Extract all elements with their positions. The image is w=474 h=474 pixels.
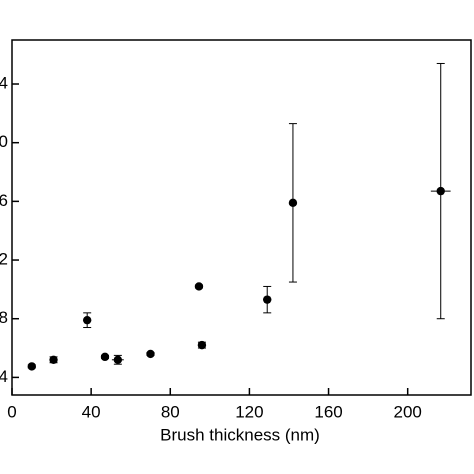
x-tick-label: 200 (394, 402, 422, 421)
point (113, 355, 123, 364)
y-tick-label: 2 (0, 250, 8, 269)
point (197, 340, 207, 350)
point (288, 198, 298, 208)
x-tick-label: 160 (314, 402, 342, 421)
point (49, 355, 58, 364)
point (263, 295, 272, 304)
y-tick-label: 0 (0, 132, 8, 151)
y-tick-label: 4 (0, 367, 8, 386)
y-tick-label: 8 (0, 308, 8, 327)
x-axis-label: Brush thickness (nm) (160, 425, 320, 444)
y-tick-label: 4 (0, 73, 8, 92)
x-tick-label: 80 (161, 402, 180, 421)
point (27, 362, 36, 371)
point (194, 282, 204, 291)
x-tick-label: 0 (7, 402, 16, 421)
y-tick-label: 6 (0, 191, 8, 210)
point (82, 315, 92, 325)
x-tick-label: 40 (82, 402, 101, 421)
point (146, 349, 155, 359)
point (100, 352, 110, 362)
plot-frame (11, 39, 472, 396)
point (436, 186, 445, 196)
x-tick-label: 120 (235, 402, 263, 421)
